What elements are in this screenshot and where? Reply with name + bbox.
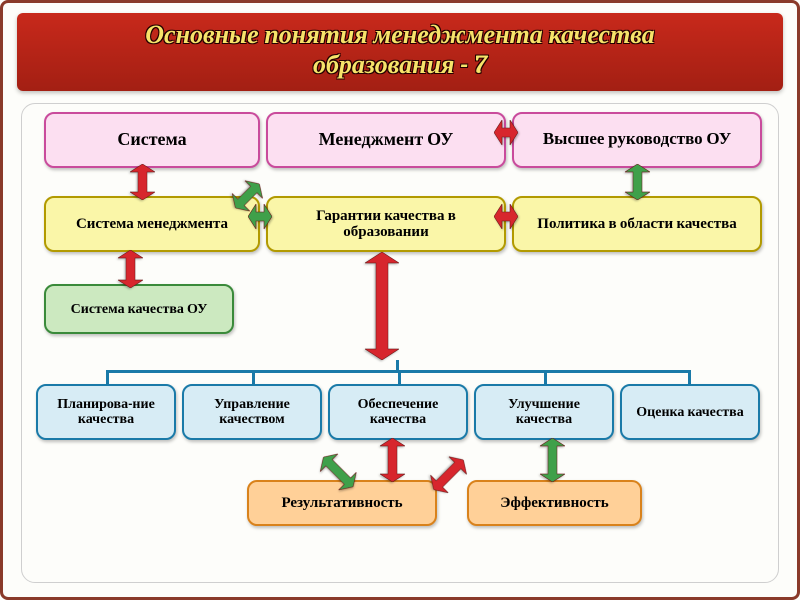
node-control: Управление качеством xyxy=(182,384,322,440)
diagram-stage: Система Менеджмент ОУ Высшее руководство… xyxy=(21,103,779,583)
title-line1: Основные понятия менеджмента качества xyxy=(27,21,773,51)
arrow-a7 xyxy=(114,250,143,288)
node-evaluate: Оценка качества xyxy=(620,384,760,440)
node-planning: Планирова-ние качества xyxy=(36,384,176,440)
arrow-a5 xyxy=(248,204,272,233)
node-improve: Улучшение качества xyxy=(474,384,614,440)
node-management-ou: Менеджмент ОУ xyxy=(266,112,506,168)
node-quality-policy: Политика в области качества xyxy=(512,196,762,252)
node-effektivnost: Эффективность xyxy=(467,480,642,526)
node-quality-guarantee: Гарантии качества в образовании xyxy=(266,196,506,252)
arrow-a8 xyxy=(361,252,399,360)
arrow-a2 xyxy=(494,120,518,149)
title-line2: образования - 7 xyxy=(27,51,773,81)
arrow-a6 xyxy=(494,204,518,233)
node-mgmt-system: Система менеджмента xyxy=(44,196,260,252)
node-quality-system-ou: Система качества ОУ xyxy=(44,284,234,334)
slide-title: Основные понятия менеджмента качества об… xyxy=(17,13,783,91)
arrow-a10 xyxy=(376,438,405,482)
node-system: Система xyxy=(44,112,260,168)
arrow-a4 xyxy=(621,164,650,200)
arrow-a12 xyxy=(536,438,565,482)
node-top-mgmt-ou: Высшее руководство ОУ xyxy=(512,112,762,168)
arrow-a1 xyxy=(126,164,155,200)
node-assurance: Обеспечение качества xyxy=(328,384,468,440)
